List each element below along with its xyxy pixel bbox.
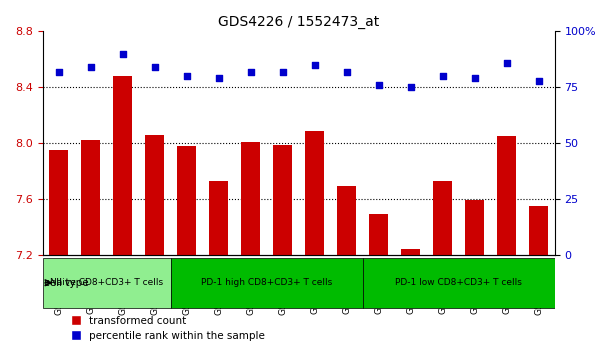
Point [181, 73, 191, 79]
Text: PD-1 high CD8+CD3+ T cells: PD-1 high CD8+CD3+ T cells [201, 278, 332, 287]
Bar [465, 200, 485, 354]
Bar [113, 76, 132, 354]
Point [278, 69, 288, 74]
Point [118, 51, 128, 57]
FancyBboxPatch shape [170, 258, 363, 308]
Bar [305, 131, 324, 354]
Text: PD-1 low CD8+CD3+ T cells: PD-1 low CD8+CD3+ T cells [395, 278, 522, 287]
Point [214, 75, 224, 81]
Point [534, 78, 544, 84]
Bar [145, 135, 164, 354]
Point [86, 64, 95, 70]
Bar [209, 181, 229, 354]
Bar [337, 187, 356, 354]
Bar [369, 214, 388, 354]
Point [374, 82, 384, 88]
Point [342, 69, 351, 74]
Bar [177, 146, 196, 354]
Point [54, 69, 64, 74]
Point [246, 69, 255, 74]
Bar [529, 206, 548, 354]
Bar [433, 181, 452, 354]
Bar [273, 144, 292, 354]
Legend: transformed count, percentile rank within the sample: transformed count, percentile rank withi… [67, 312, 269, 345]
Title: GDS4226 / 1552473_at: GDS4226 / 1552473_at [218, 15, 379, 29]
Point [310, 62, 320, 68]
Point [502, 60, 511, 65]
Bar [401, 249, 420, 354]
Text: Naive CD8+CD3+ T cells: Naive CD8+CD3+ T cells [50, 278, 163, 287]
FancyBboxPatch shape [363, 258, 555, 308]
Bar [241, 142, 260, 354]
Text: cell type: cell type [44, 278, 89, 288]
FancyBboxPatch shape [43, 258, 170, 308]
Point [150, 64, 159, 70]
Point [437, 73, 447, 79]
Bar [81, 140, 100, 354]
Point [470, 75, 480, 81]
Bar [497, 136, 516, 354]
Bar [49, 150, 68, 354]
Point [406, 85, 415, 90]
